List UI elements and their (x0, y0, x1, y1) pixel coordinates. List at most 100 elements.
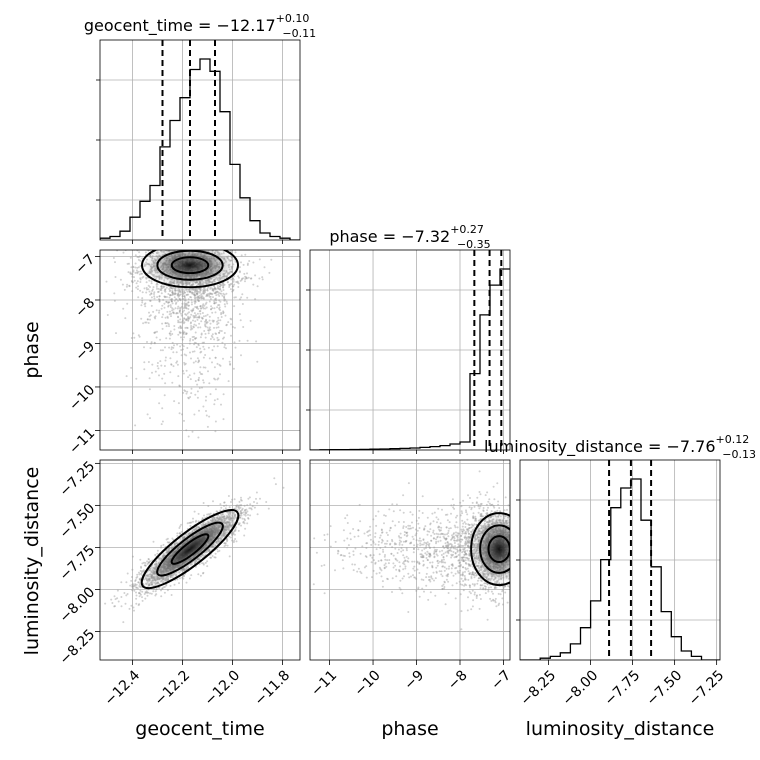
sample-point (176, 293, 179, 295)
sample-point (140, 304, 143, 307)
sample-point (197, 295, 200, 298)
sample-point (185, 302, 188, 305)
sample-point (223, 303, 226, 306)
sample-point (223, 296, 226, 299)
sample-point (147, 558, 150, 560)
sample-point (129, 272, 132, 275)
sample-point (132, 587, 135, 590)
sample-point (243, 518, 246, 520)
sample-point (245, 277, 248, 280)
sample-point (197, 343, 200, 346)
sample-point (184, 248, 186, 250)
sample-point (132, 265, 135, 268)
sample-point (197, 307, 200, 310)
sample-point (95, 623, 97, 625)
sample-point (143, 287, 146, 290)
sample-point (241, 509, 243, 511)
sample-point (241, 235, 243, 237)
sample-point (172, 311, 175, 314)
sample-point (240, 524, 242, 527)
sample-point (171, 537, 174, 540)
sample-point (202, 248, 204, 250)
sample-point (240, 278, 243, 281)
sample-point (132, 584, 135, 587)
sample-point (138, 255, 141, 258)
sample-point (234, 251, 237, 254)
sample-point (168, 332, 171, 335)
sample-point (169, 294, 172, 297)
sample-point (177, 402, 180, 405)
sample-point (198, 409, 200, 412)
sample-point (261, 276, 264, 279)
sample-point (225, 504, 228, 507)
sample-point (197, 344, 200, 347)
sample-point (214, 430, 217, 433)
sample-point (193, 291, 196, 294)
sample-point (180, 321, 183, 324)
sample-point (248, 507, 251, 510)
sample-point (177, 291, 180, 294)
sample-point (183, 331, 186, 334)
sample-point (175, 312, 178, 315)
sample-point (248, 260, 251, 262)
sample-point (213, 288, 216, 291)
sample-point (154, 317, 157, 320)
sample-point (177, 319, 180, 322)
sample-point (204, 561, 207, 564)
sample-point (178, 311, 181, 314)
ylabel-phase: phase (21, 321, 43, 378)
sample-point (217, 291, 220, 294)
sample-point (139, 259, 142, 262)
sample-point (181, 338, 184, 341)
sample-point (193, 235, 195, 237)
sample-point (211, 289, 214, 291)
sample-point (170, 287, 173, 290)
sample-point (232, 285, 235, 288)
sample-point (130, 337, 133, 339)
sample-point (194, 393, 197, 396)
sample-point (227, 380, 230, 383)
sample-point (166, 315, 169, 318)
sample-point (180, 523, 183, 526)
sample-point (210, 218, 212, 220)
sample-point (212, 241, 214, 243)
sample-point (211, 336, 214, 339)
panel-content (105, 218, 273, 439)
sample-point (165, 584, 168, 587)
sample-point (147, 288, 150, 291)
sample-point (139, 265, 142, 267)
sample-point (198, 291, 201, 294)
sample-point (181, 302, 184, 305)
sample-point (138, 273, 141, 276)
sample-point (168, 301, 171, 304)
sample-point (274, 483, 277, 486)
sample-point (169, 334, 172, 337)
sample-point (238, 276, 240, 279)
sample-point (232, 288, 235, 291)
sample-point (190, 298, 193, 301)
sample-point (193, 294, 196, 297)
sample-point (156, 552, 159, 555)
sample-point (192, 288, 195, 291)
sample-point (124, 317, 127, 320)
sample-point (184, 362, 187, 365)
sample-point (181, 343, 184, 346)
sample-point (220, 292, 223, 295)
sample-point (220, 311, 223, 314)
sample-point (183, 305, 186, 308)
sample-point (252, 283, 255, 286)
sample-point (256, 513, 259, 516)
sample-point (166, 589, 169, 592)
sample-point (204, 399, 207, 402)
sample-point (204, 291, 206, 294)
sample-point (244, 509, 247, 511)
sample-point (196, 390, 199, 393)
sample-point (190, 521, 193, 524)
sample-point (232, 531, 234, 534)
sample-point (239, 514, 241, 517)
sample-point (219, 245, 221, 247)
sample-point (187, 301, 190, 304)
sample-point (182, 293, 185, 296)
sample-point (177, 299, 179, 302)
sample-point (146, 413, 149, 416)
